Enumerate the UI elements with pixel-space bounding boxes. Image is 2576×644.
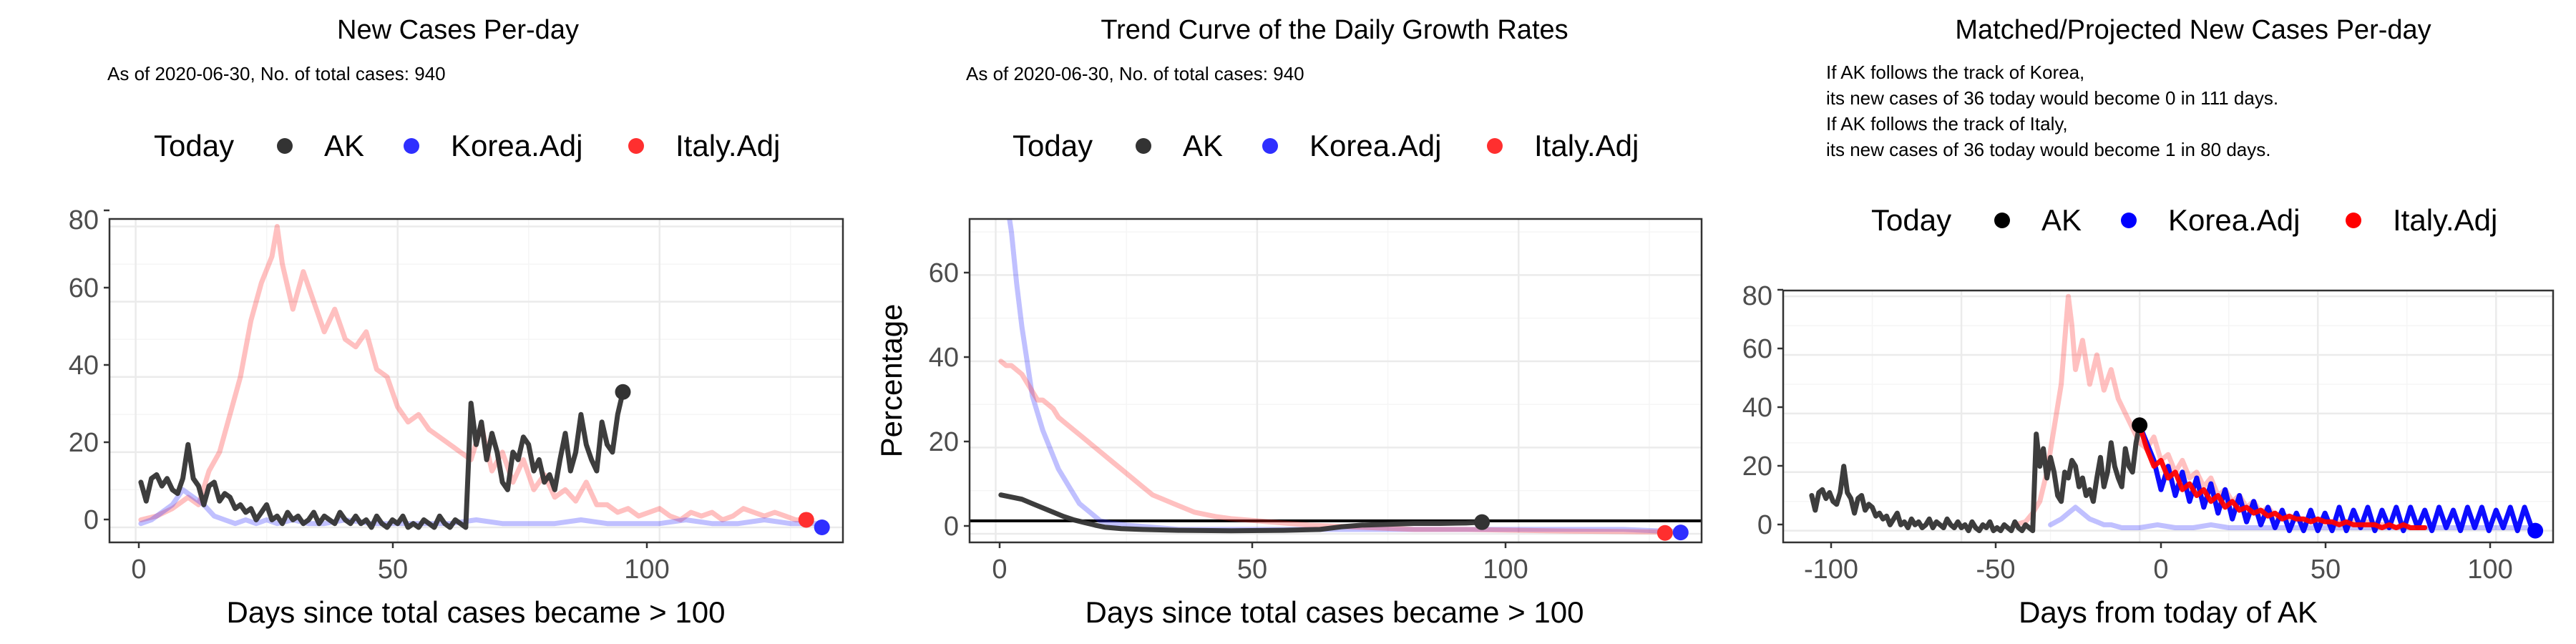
legend: Today AK Korea.Adj Italy.Adj xyxy=(1871,203,2497,237)
x-axis: 0 50 100 xyxy=(992,542,1528,585)
y-axis: 0 20 40 60 80 xyxy=(1742,281,1783,540)
legend-label-ak: AK xyxy=(2041,203,2082,237)
plot-frame xyxy=(968,218,1703,544)
chart-subtitle-line: If AK follows the track of Italy, xyxy=(1826,113,2068,135)
y-tick-label: 20 xyxy=(1742,452,1772,482)
x-tick-label: -100 xyxy=(1804,555,1858,585)
x-tick-label: -50 xyxy=(1976,555,2016,585)
x-tick-label: 100 xyxy=(624,555,669,585)
x-tick-label: 100 xyxy=(2467,555,2512,585)
y-tick-label: 80 xyxy=(69,205,99,235)
legend-label-korea: Korea.Adj xyxy=(2168,203,2300,237)
legend-key-italy xyxy=(628,138,644,154)
chart-title: Matched/Projected New Cases Per-day xyxy=(1955,15,2431,45)
x-tick-label: 50 xyxy=(378,555,408,585)
chart-title: New Cases Per-day xyxy=(337,15,579,45)
chart-subtitle: As of 2020-06-30, No. of total cases: 94… xyxy=(107,63,446,84)
x-axis-label: Days from today of AK xyxy=(2019,595,2318,629)
legend-label-ak: AK xyxy=(324,129,364,162)
legend-label-ak: AK xyxy=(1183,129,1223,162)
legend-label-korea: Korea.Adj xyxy=(1309,129,1441,162)
endpoint-korea-adj xyxy=(814,519,830,535)
x-tick-label: 0 xyxy=(992,555,1007,585)
legend-title: Today xyxy=(154,129,234,162)
series-line-korea-adj xyxy=(1007,219,1678,535)
legend: Today AK Korea.Adj Italy.Adj xyxy=(1013,129,1639,162)
y-tick-label: 60 xyxy=(929,258,959,288)
legend-key-ak xyxy=(1136,138,1151,154)
x-tick-label: 50 xyxy=(2311,555,2341,585)
endpoint-ak xyxy=(615,384,631,400)
y-tick-label: 60 xyxy=(69,273,99,303)
y-tick-label: 80 xyxy=(1742,281,1772,311)
endpoint-korea-adj xyxy=(1672,525,1689,541)
chart-subtitle-line: its new cases of 36 today would become 1… xyxy=(1826,139,2270,160)
panel-new-cases: New Cases Per-day As of 2020-06-30, No. … xyxy=(69,15,844,629)
endpoint-italy-adj xyxy=(1657,525,1673,541)
y-tick-label: 60 xyxy=(1742,334,1772,364)
y-tick-label: 0 xyxy=(944,512,959,542)
y-tick-label: 20 xyxy=(929,427,959,457)
plot-area xyxy=(108,218,844,544)
x-tick-label: 100 xyxy=(1483,555,1528,585)
y-tick-label: 40 xyxy=(69,351,99,381)
plot-area xyxy=(1782,289,2555,544)
series-line-italy-adj-projection xyxy=(2137,422,2428,530)
endpoint-italy-adj xyxy=(798,512,814,528)
panel-projected-cases: Matched/Projected New Cases Per-day If A… xyxy=(1742,15,2555,629)
x-tick-label: 0 xyxy=(2153,555,2168,585)
legend-key-ak xyxy=(1994,213,2010,228)
legend-title: Today xyxy=(1013,129,1093,162)
series-line-ak xyxy=(998,492,1485,534)
y-axis-label: Percentage xyxy=(874,304,908,458)
legend-key-korea xyxy=(404,138,419,154)
legend-key-korea xyxy=(1262,138,1278,154)
legend-key-korea xyxy=(2121,213,2137,228)
y-tick-label: 40 xyxy=(929,343,959,373)
legend-label-korea: Korea.Adj xyxy=(451,129,582,162)
y-tick-label: 40 xyxy=(1742,393,1772,423)
x-tick-label: 0 xyxy=(131,555,146,585)
y-tick-label: 20 xyxy=(69,428,99,458)
series-line-korea-adj-projection xyxy=(2137,422,2538,534)
x-axis-label: Days since total cases became > 100 xyxy=(227,595,726,629)
plot-frame xyxy=(1782,289,2555,544)
plot-area xyxy=(968,218,1703,544)
endpoint-ak xyxy=(2132,417,2148,434)
chart-title: Trend Curve of the Daily Growth Rates xyxy=(1101,15,1568,45)
plot-frame xyxy=(108,218,844,544)
legend: Today AK Korea.Adj Italy.Adj xyxy=(154,129,780,162)
y-tick-label: 0 xyxy=(84,505,99,535)
panel-growth-rates: Trend Curve of the Daily Growth Rates As… xyxy=(874,15,1703,629)
series-line-ak xyxy=(138,389,625,530)
legend-label-italy: Italy.Adj xyxy=(1534,129,1639,162)
y-tick-label: 0 xyxy=(1757,510,1772,540)
legend-title: Today xyxy=(1871,203,1951,237)
y-axis: 0 20 40 60 80 xyxy=(69,205,109,535)
x-axis: 0 50 100 xyxy=(131,542,670,585)
legend-key-italy xyxy=(1487,138,1503,154)
x-axis: -100 -50 0 50 100 xyxy=(1804,542,2513,585)
series-line-ak xyxy=(1809,422,2142,534)
legend-key-italy xyxy=(2346,213,2361,228)
endpoint-korea-adj xyxy=(2527,522,2544,539)
x-tick-label: 50 xyxy=(1237,555,1267,585)
legend-label-italy: Italy.Adj xyxy=(2393,203,2497,237)
legend-key-ak xyxy=(277,138,293,154)
x-axis-label: Days since total cases became > 100 xyxy=(1085,595,1584,629)
y-axis: 0 20 40 60 xyxy=(929,258,970,542)
legend-label-italy: Italy.Adj xyxy=(675,129,780,162)
chart-subtitle-line: If AK follows the track of Korea, xyxy=(1826,62,2084,83)
endpoint-ak xyxy=(1474,514,1491,530)
chart-subtitle: As of 2020-06-30, No. of total cases: 94… xyxy=(966,63,1304,84)
chart-subtitle-line: its new cases of 36 today would become 0… xyxy=(1826,87,2278,109)
